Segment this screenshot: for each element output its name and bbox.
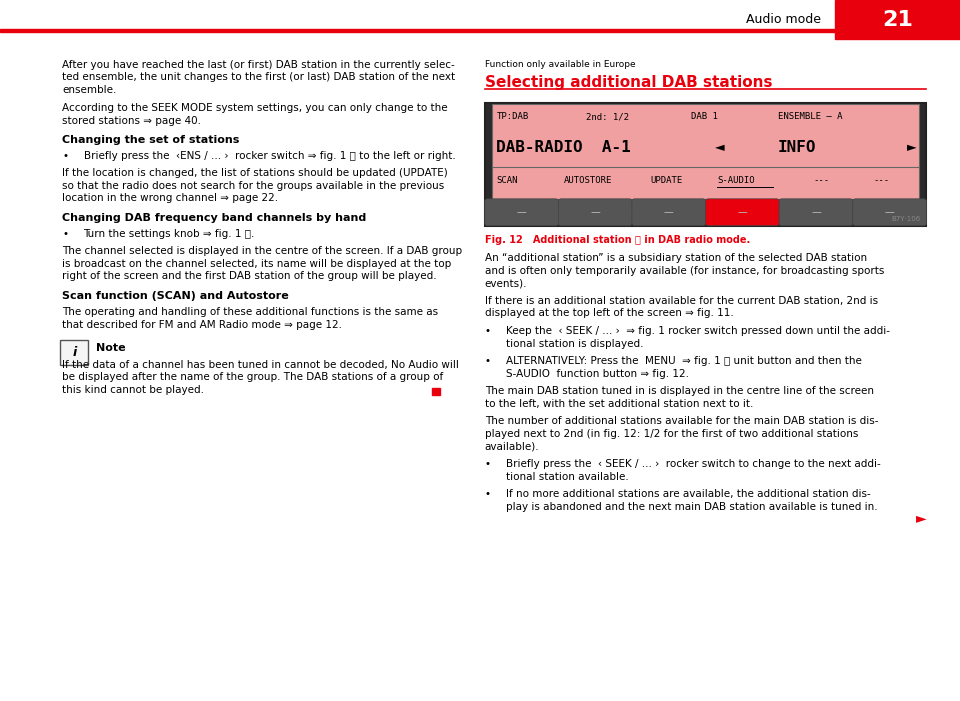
- Text: If the location is changed, the list of stations should be updated (UPDATE): If the location is changed, the list of …: [62, 168, 448, 178]
- Text: available).: available).: [485, 442, 540, 451]
- Text: Note: Note: [96, 343, 126, 353]
- Text: The operating and handling of these additional functions is the same as: The operating and handling of these addi…: [62, 307, 439, 317]
- Text: SCAN: SCAN: [496, 177, 517, 186]
- Text: UPDATE: UPDATE: [650, 177, 683, 186]
- Text: •: •: [62, 229, 68, 239]
- Text: is broadcast on the channel selected, its name will be displayed at the top: is broadcast on the channel selected, it…: [62, 259, 451, 268]
- Text: ted ensemble, the unit changes to the first (or last) DAB station of the next: ted ensemble, the unit changes to the fi…: [62, 72, 456, 82]
- Text: ---: ---: [813, 177, 829, 186]
- Text: —: —: [590, 207, 600, 217]
- Text: Fig. 12   Additional station ⓛ in DAB radio mode.: Fig. 12 Additional station ⓛ in DAB radi…: [485, 235, 750, 245]
- Text: •: •: [485, 356, 491, 366]
- FancyBboxPatch shape: [485, 199, 559, 226]
- Text: right of the screen and the first DAB station of the group will be played.: right of the screen and the first DAB st…: [62, 271, 437, 281]
- FancyBboxPatch shape: [852, 199, 926, 226]
- Text: —: —: [885, 207, 895, 217]
- Text: —: —: [516, 207, 526, 217]
- Text: so that the radio does not search for the groups available in the previous: so that the radio does not search for th…: [62, 181, 444, 191]
- Text: Briefly press the  ‹ENS / ... ›  rocker switch ⇒ fig. 1 ⓢ to the left or right.: Briefly press the ‹ENS / ... › rocker sw…: [84, 151, 455, 161]
- Text: 2nd: 1/2: 2nd: 1/2: [586, 112, 629, 121]
- Text: AUTOSTORE: AUTOSTORE: [564, 177, 612, 186]
- Text: and is often only temporarily available (for instance, for broadcasting sports: and is often only temporarily available …: [485, 266, 884, 275]
- Text: ►: ►: [916, 511, 926, 525]
- FancyBboxPatch shape: [780, 199, 852, 226]
- Text: tional station available.: tional station available.: [506, 472, 629, 482]
- Text: Turn the settings knob ⇒ fig. 1 ⓧ.: Turn the settings knob ⇒ fig. 1 ⓧ.: [84, 229, 255, 239]
- Text: ►: ►: [907, 140, 917, 156]
- Text: The number of additional stations available for the main DAB station is dis-: The number of additional stations availa…: [485, 416, 878, 426]
- Text: Scan function (SCAN) and Autostore: Scan function (SCAN) and Autostore: [62, 291, 289, 301]
- Text: ensemble.: ensemble.: [62, 85, 117, 95]
- FancyBboxPatch shape: [632, 199, 706, 226]
- Text: TP:DAB: TP:DAB: [496, 112, 529, 121]
- FancyBboxPatch shape: [706, 199, 780, 226]
- Text: displayed at the top left of the screen ⇒ fig. 11.: displayed at the top left of the screen …: [485, 308, 733, 318]
- Text: According to the SEEK MODE system settings, you can only change to the: According to the SEEK MODE system settin…: [62, 103, 448, 113]
- Text: INFO: INFO: [778, 140, 816, 156]
- Bar: [432, 388, 440, 395]
- Text: •: •: [485, 459, 491, 469]
- Text: that described for FM and AM Radio mode ⇒ page 12.: that described for FM and AM Radio mode …: [62, 320, 343, 329]
- Text: 21: 21: [882, 10, 913, 29]
- Text: be displayed after the name of the group. The DAB stations of a group of: be displayed after the name of the group…: [62, 372, 444, 382]
- Text: —: —: [737, 207, 747, 217]
- Bar: [485, 103, 926, 226]
- FancyBboxPatch shape: [559, 199, 632, 226]
- Text: ENSEMBLE – A: ENSEMBLE – A: [778, 112, 842, 121]
- Text: to the left, with the set additional station next to it.: to the left, with the set additional sta…: [485, 399, 754, 409]
- Text: play is abandoned and the next main DAB station available is tuned in.: play is abandoned and the next main DAB …: [506, 502, 877, 512]
- Bar: [0, 29, 835, 32]
- Text: Selecting additional DAB stations: Selecting additional DAB stations: [485, 75, 772, 90]
- FancyBboxPatch shape: [60, 340, 88, 365]
- Bar: [835, 0, 960, 39]
- Text: Changing the set of stations: Changing the set of stations: [62, 135, 240, 145]
- Text: If there is an additional station available for the current DAB station, 2nd is: If there is an additional station availa…: [485, 296, 878, 306]
- Text: •: •: [485, 326, 491, 336]
- Text: An “additional station” is a subsidiary station of the selected DAB station: An “additional station” is a subsidiary …: [485, 253, 867, 263]
- Text: The main DAB station tuned in is displayed in the centre line of the screen: The main DAB station tuned in is display…: [485, 386, 874, 396]
- Text: ◄: ◄: [715, 140, 725, 156]
- Text: events).: events).: [485, 278, 527, 288]
- Text: After you have reached the last (or first) DAB station in the currently selec-: After you have reached the last (or firs…: [62, 60, 455, 69]
- Text: tional station is displayed.: tional station is displayed.: [506, 339, 643, 348]
- Text: ---: ---: [874, 177, 890, 186]
- Text: If no more additional stations are available, the additional station dis-: If no more additional stations are avail…: [506, 489, 871, 499]
- Text: this kind cannot be played.: this kind cannot be played.: [62, 385, 204, 395]
- Text: location in the wrong channel ⇒ page 22.: location in the wrong channel ⇒ page 22.: [62, 193, 278, 203]
- Text: S-AUDIO: S-AUDIO: [717, 177, 755, 186]
- Text: stored stations ⇒ page 40.: stored stations ⇒ page 40.: [62, 116, 202, 125]
- Text: Briefly press the  ‹ SEEK / ... ›  rocker switch to change to the next addi-: Briefly press the ‹ SEEK / ... › rocker …: [506, 459, 880, 469]
- Text: played next to 2nd (in fig. 12: 1/2 for the first of two additional stations: played next to 2nd (in fig. 12: 1/2 for …: [485, 429, 858, 439]
- Bar: [492, 104, 919, 199]
- Text: Audio mode: Audio mode: [746, 13, 821, 26]
- Text: The channel selected is displayed in the centre of the screen. If a DAB group: The channel selected is displayed in the…: [62, 246, 463, 256]
- Text: i: i: [72, 346, 77, 359]
- Text: S-AUDIO  function button ⇒ fig. 12.: S-AUDIO function button ⇒ fig. 12.: [506, 369, 689, 379]
- Text: DAB 1: DAB 1: [691, 112, 718, 121]
- Text: —: —: [811, 207, 821, 217]
- Text: •: •: [485, 489, 491, 499]
- Text: B7Y·106: B7Y·106: [892, 216, 921, 222]
- Text: ALTERNATIVELY: Press the  MENU  ⇒ fig. 1 ⓑ unit button and then the: ALTERNATIVELY: Press the MENU ⇒ fig. 1 ⓑ…: [506, 356, 862, 366]
- Text: Changing DAB frequency band channels by hand: Changing DAB frequency band channels by …: [62, 213, 367, 223]
- Text: If the data of a channel has been tuned in cannot be decoded, No Audio will: If the data of a channel has been tuned …: [62, 360, 459, 369]
- Text: •: •: [62, 151, 68, 161]
- Text: —: —: [664, 207, 674, 217]
- Text: Keep the  ‹ SEEK / ... ›  ⇒ fig. 1 rocker switch pressed down until the addi-: Keep the ‹ SEEK / ... › ⇒ fig. 1 rocker …: [506, 326, 890, 336]
- Text: DAB-RADIO  A-1: DAB-RADIO A-1: [496, 140, 631, 156]
- Text: Function only available in Europe: Function only available in Europe: [485, 60, 636, 69]
